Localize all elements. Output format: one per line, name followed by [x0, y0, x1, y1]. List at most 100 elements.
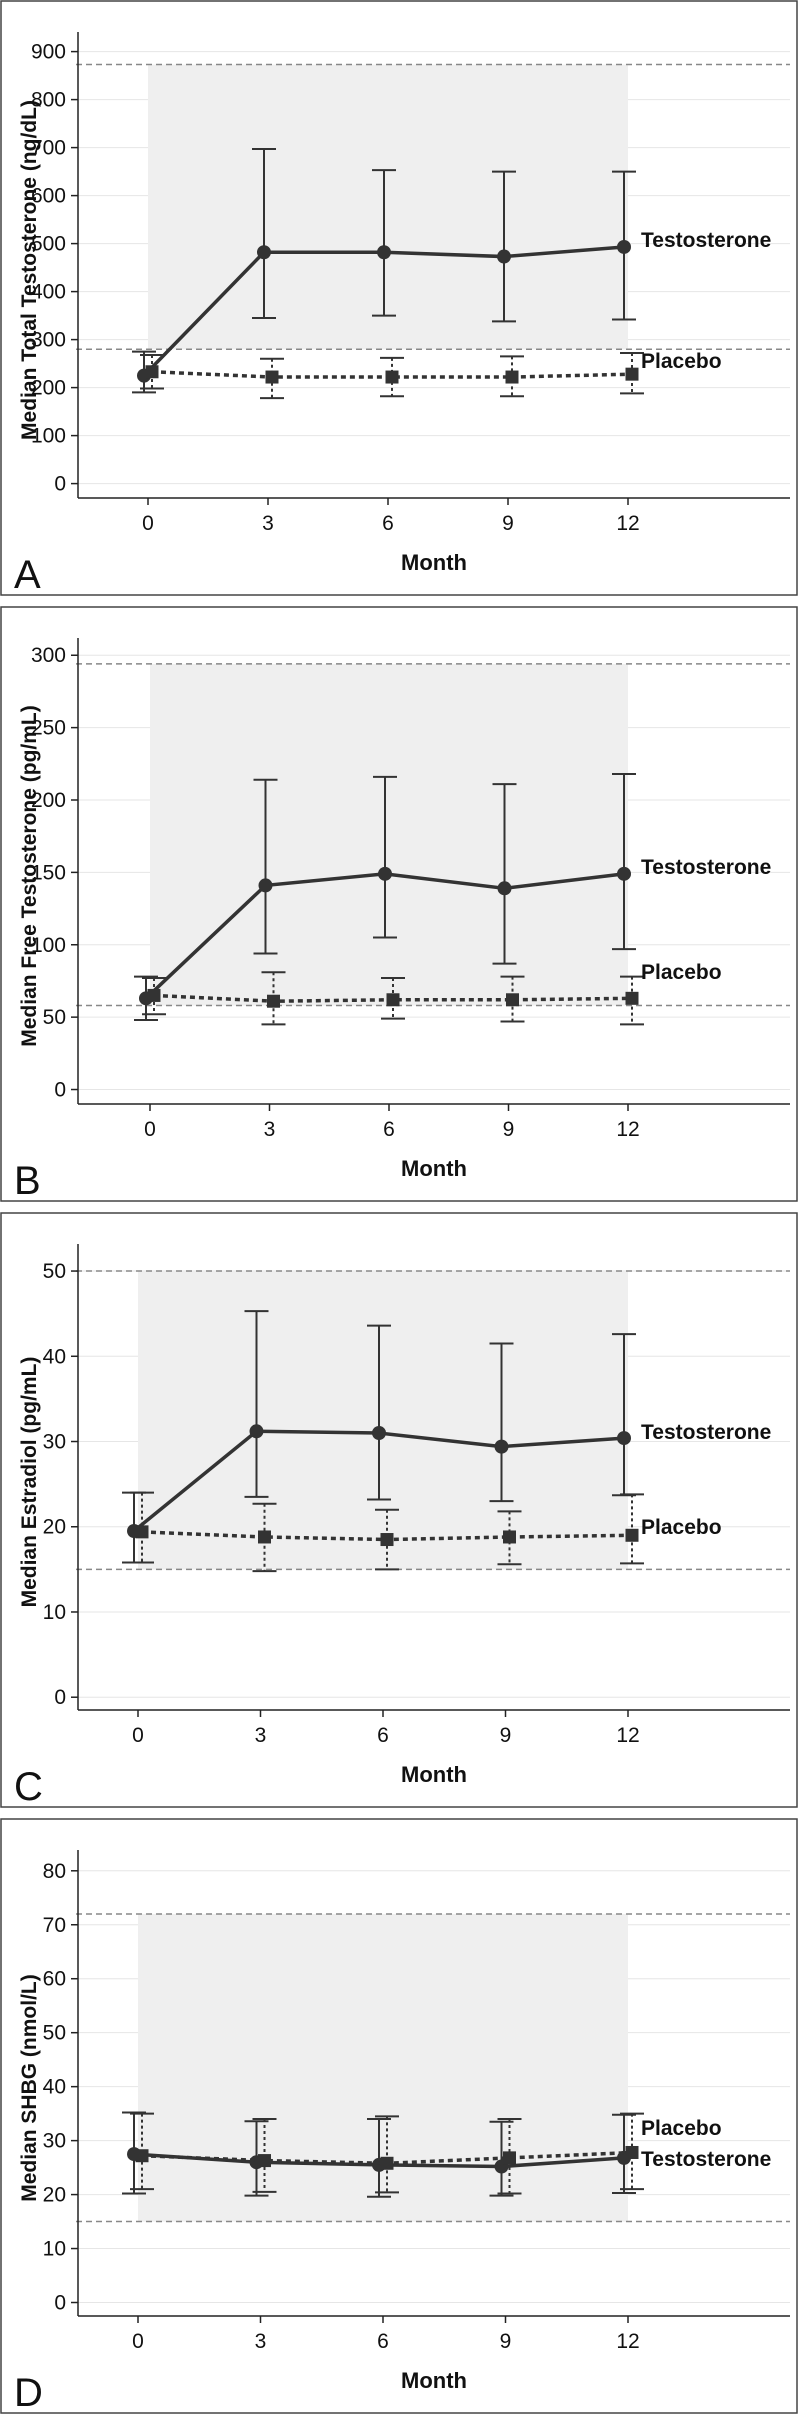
panel-d: 0 10 20 30 40 50 60 70 80 0 3 6 9 12 Month Median SHBG … [0, 1818, 800, 2418]
x-axis-title: Month [401, 550, 467, 575]
y-tick-label: 150 [31, 861, 66, 884]
y-tick-label: 700 [31, 137, 66, 160]
y-tick-label: 500 [31, 233, 66, 256]
placebo-point [135, 1525, 149, 1539]
testosterone-point [617, 1431, 631, 1446]
y-tick-label: 250 [31, 717, 66, 740]
placebo-point [258, 2154, 271, 2168]
placebo-label: Placebo [641, 961, 722, 984]
panel-a: 0 100 200 300 400 500 600 700 800 900 0 3 6 9 12 Month M… [0, 0, 800, 600]
y-tick-label: 50 [43, 1260, 66, 1283]
testosterone-point [617, 239, 631, 254]
placebo-point [625, 367, 639, 381]
placebo-point [267, 994, 280, 1008]
y-tick-label: 0 [54, 1686, 66, 1709]
x-tick-label: 6 [383, 1118, 395, 1141]
placebo-point [625, 1528, 639, 1542]
placebo-point [258, 1530, 271, 1544]
testosterone-point [378, 866, 392, 881]
y-tick-label: 400 [31, 281, 66, 304]
x-tick-label: 9 [502, 512, 514, 535]
x-axis-title: Month [401, 1156, 467, 1181]
y-tick-label: 100 [31, 934, 66, 957]
normal-range-shade [138, 1271, 628, 1570]
testosterone-point [497, 249, 511, 264]
chart-panel-a: 0 100 200 300 400 500 600 700 800 900 0 3 6 9 12 Month M… [0, 0, 798, 597]
x-tick-label: 12 [616, 1118, 639, 1141]
y-tick-label: 70 [43, 1914, 66, 1937]
y-tick-label: 60 [43, 1968, 66, 1991]
placebo-point [503, 2151, 516, 2165]
y-tick-label: 300 [31, 329, 66, 352]
testosterone-point [257, 245, 271, 260]
y-tick-label: 50 [43, 2022, 66, 2045]
placebo-point [380, 2156, 394, 2170]
x-tick-label: 6 [377, 1724, 389, 1747]
y-tick-label: 30 [43, 2130, 66, 2153]
testosterone-label: Testosterone [641, 229, 771, 252]
x-tick-label: 3 [264, 1118, 276, 1141]
placebo-point [385, 370, 399, 384]
testosterone-point [249, 1424, 264, 1439]
x-axis-title: Month [401, 1762, 467, 1787]
testosterone-point [617, 866, 631, 881]
y-tick-label: 30 [43, 1431, 66, 1454]
placebo-series-line [151, 370, 633, 379]
chart-panel-d: 0 10 20 30 40 50 60 70 80 0 3 6 9 12 Month Median SHBG … [0, 1818, 798, 2415]
panel-frame [0, 0, 798, 596]
x-tick-label: 0 [132, 1724, 144, 1747]
testosterone-point [497, 881, 512, 896]
x-axis-title: Month [401, 2368, 467, 2393]
placebo-label: Placebo [641, 2117, 722, 2140]
placebo-series-line [153, 993, 633, 1003]
placebo-point [145, 365, 159, 379]
normal-range-shade [150, 663, 628, 1006]
y-tick-label: 100 [31, 425, 66, 448]
y-tick-label: 50 [43, 1006, 66, 1029]
x-tick-label: 12 [616, 1724, 639, 1747]
y-tick-label: 800 [31, 89, 66, 112]
testosterone-point [494, 1439, 509, 1454]
x-tick-label: 0 [142, 512, 154, 535]
x-tick-label: 6 [382, 512, 394, 535]
panel-letter: A [14, 553, 41, 597]
placebo-point [503, 1530, 516, 1544]
y-tick-label: 20 [43, 2184, 66, 2207]
panel-frame [0, 606, 798, 1202]
placebo-label: Placebo [641, 350, 722, 373]
x-tick-label: 9 [500, 2330, 512, 2353]
y-tick-label: 600 [31, 185, 66, 208]
y-tick-label: 200 [31, 789, 66, 812]
x-tick-label: 3 [255, 2330, 267, 2353]
x-tick-label: 9 [503, 1118, 515, 1141]
y-tick-label: 40 [43, 1345, 66, 1368]
testosterone-point [258, 878, 273, 893]
y-tick-label: 300 [31, 644, 66, 667]
placebo-point [380, 1533, 394, 1547]
y-tick-label: 10 [43, 1601, 66, 1624]
x-tick-label: 3 [262, 512, 274, 535]
y-axis-title: Median Free Testosterone (pg/mL) [18, 705, 41, 1047]
x-tick-label: 0 [144, 1118, 156, 1141]
testosterone-label: Testosterone [641, 2148, 771, 2171]
placebo-point [386, 993, 400, 1007]
y-tick-label: 0 [54, 1079, 66, 1102]
placebo-point [625, 2145, 639, 2159]
y-tick-label: 40 [43, 2076, 66, 2099]
y-tick-label: 0 [54, 2292, 66, 2315]
placebo-point [505, 370, 519, 384]
placebo-point [265, 370, 279, 384]
y-axis-title: Median Estradiol (pg/mL) [18, 1357, 41, 1608]
placebo-point [135, 2149, 149, 2163]
testosterone-point [377, 245, 391, 260]
panel-letter: B [14, 1159, 41, 1203]
x-tick-label: 0 [132, 2330, 144, 2353]
panel-c: 0 10 20 30 40 50 0 3 6 9 12 Month Median Estradiol (… [0, 1212, 800, 1812]
panel-frame [0, 1818, 798, 2414]
panel-b: 0 50 100 150 200 250 300 0 3 6 9 12 Month Median Free… [0, 606, 800, 1206]
x-tick-label: 9 [500, 1724, 512, 1747]
normal-range-shade [138, 1913, 628, 2222]
placebo-point [147, 988, 161, 1002]
testosterone-point [372, 1425, 386, 1440]
testosterone-label: Testosterone [641, 1421, 771, 1444]
